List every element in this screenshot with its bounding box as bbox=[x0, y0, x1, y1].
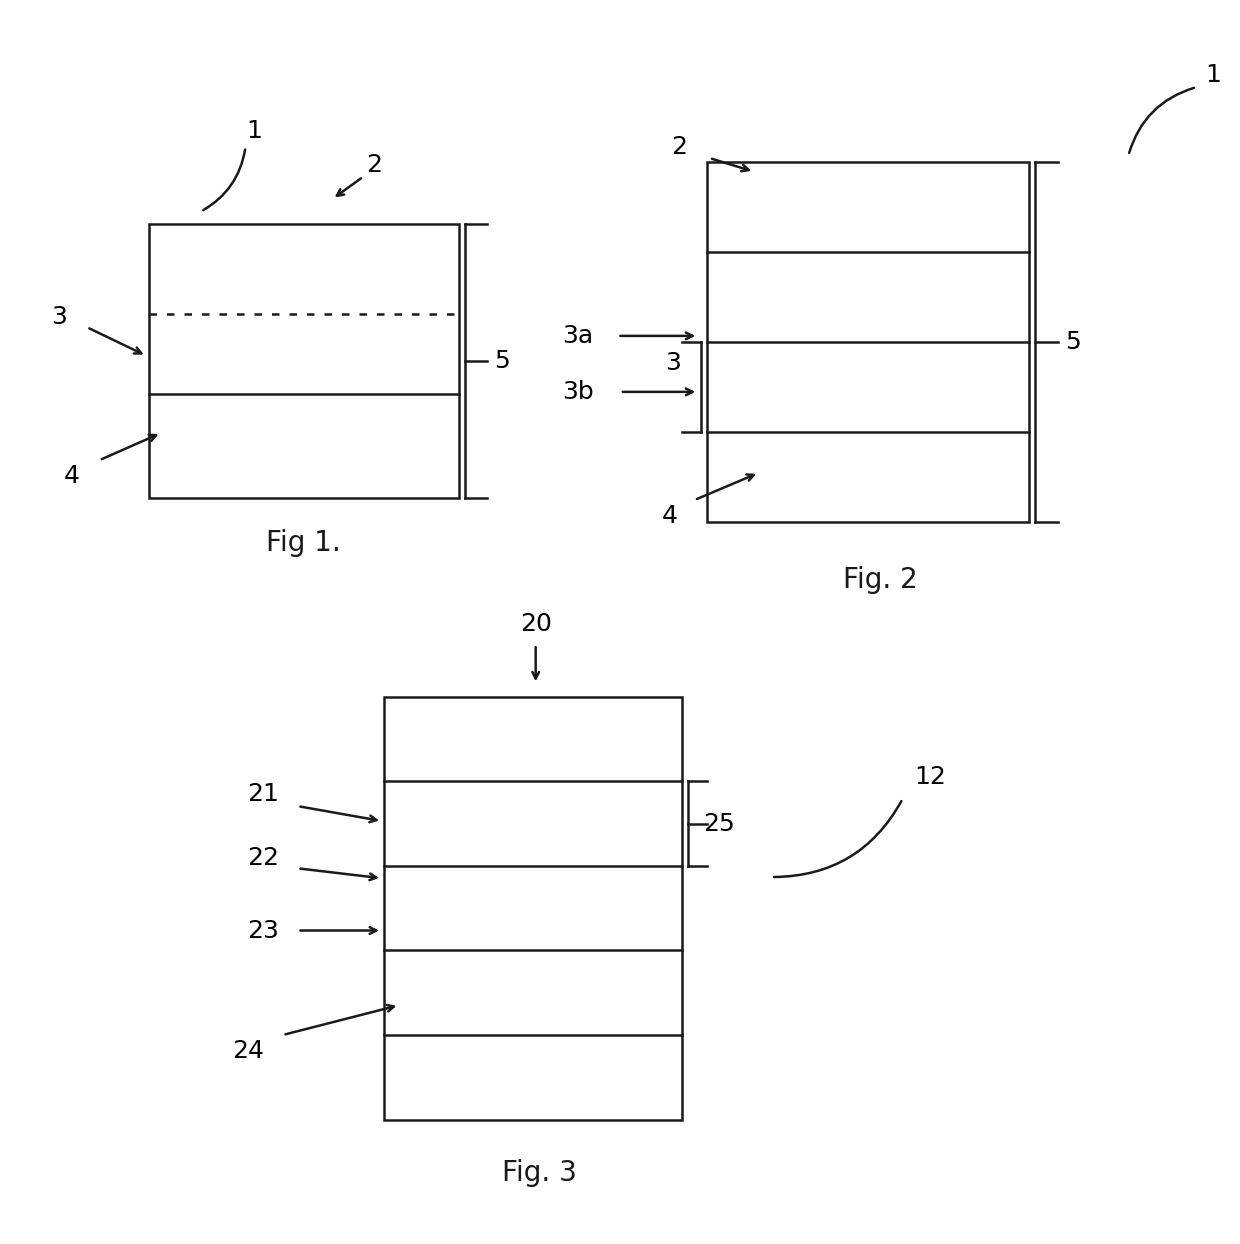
FancyArrowPatch shape bbox=[774, 801, 901, 877]
FancyArrowPatch shape bbox=[1130, 88, 1194, 153]
Bar bbox=[384, 697, 682, 1120]
Text: 3: 3 bbox=[52, 305, 67, 330]
Text: Fig 1.: Fig 1. bbox=[267, 529, 341, 557]
Text: 3a: 3a bbox=[562, 323, 594, 348]
Text: 3b: 3b bbox=[562, 379, 594, 404]
Bar bbox=[707, 162, 1029, 522]
Text: 25: 25 bbox=[703, 811, 735, 836]
Text: 5: 5 bbox=[1065, 330, 1080, 355]
Text: 24: 24 bbox=[232, 1039, 264, 1064]
Text: 1: 1 bbox=[247, 118, 262, 143]
Text: 4: 4 bbox=[64, 464, 79, 489]
Text: 21: 21 bbox=[247, 781, 279, 806]
Text: 5: 5 bbox=[495, 348, 510, 373]
Text: 3: 3 bbox=[666, 351, 681, 376]
Text: 20: 20 bbox=[520, 612, 552, 637]
Text: 22: 22 bbox=[247, 846, 279, 871]
Text: 2: 2 bbox=[672, 134, 687, 159]
Text: 12: 12 bbox=[914, 765, 946, 790]
Text: Fig. 3: Fig. 3 bbox=[502, 1159, 577, 1188]
Text: 2: 2 bbox=[367, 153, 382, 178]
Bar bbox=[149, 224, 459, 498]
Text: Fig. 2: Fig. 2 bbox=[843, 566, 918, 595]
FancyArrowPatch shape bbox=[203, 149, 246, 210]
Text: 4: 4 bbox=[662, 504, 677, 529]
Text: 1: 1 bbox=[1205, 62, 1220, 87]
Text: 23: 23 bbox=[247, 918, 279, 943]
